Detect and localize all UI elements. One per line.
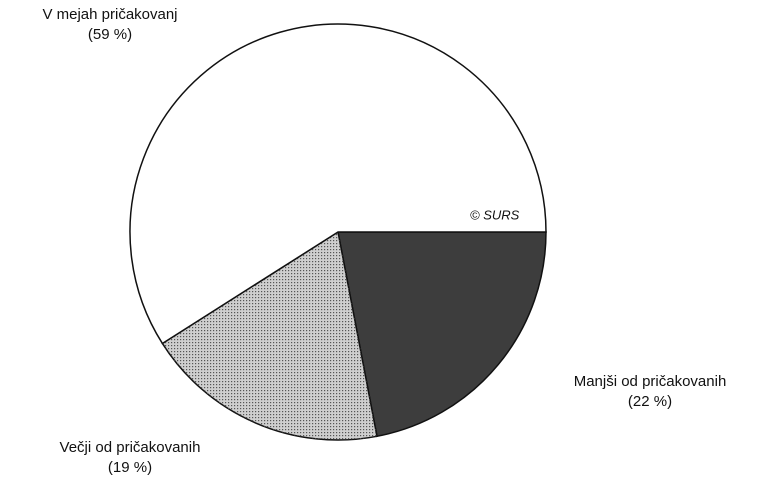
pie-slice — [129, 23, 547, 345]
slice-label: Večji od pričakovanih — [60, 439, 201, 456]
pie-slice-texture — [162, 232, 377, 440]
pie-slice — [337, 231, 547, 438]
annotation: © SURS — [470, 207, 520, 222]
slice-value-label: (59 %) — [88, 26, 132, 43]
slice-value-label: (22 %) — [628, 393, 672, 410]
slice-label: Manjši od pričakovanih — [574, 373, 727, 390]
slice-value-label: (19 %) — [108, 459, 152, 476]
slice-label: V mejah pričakovanj — [42, 6, 177, 23]
